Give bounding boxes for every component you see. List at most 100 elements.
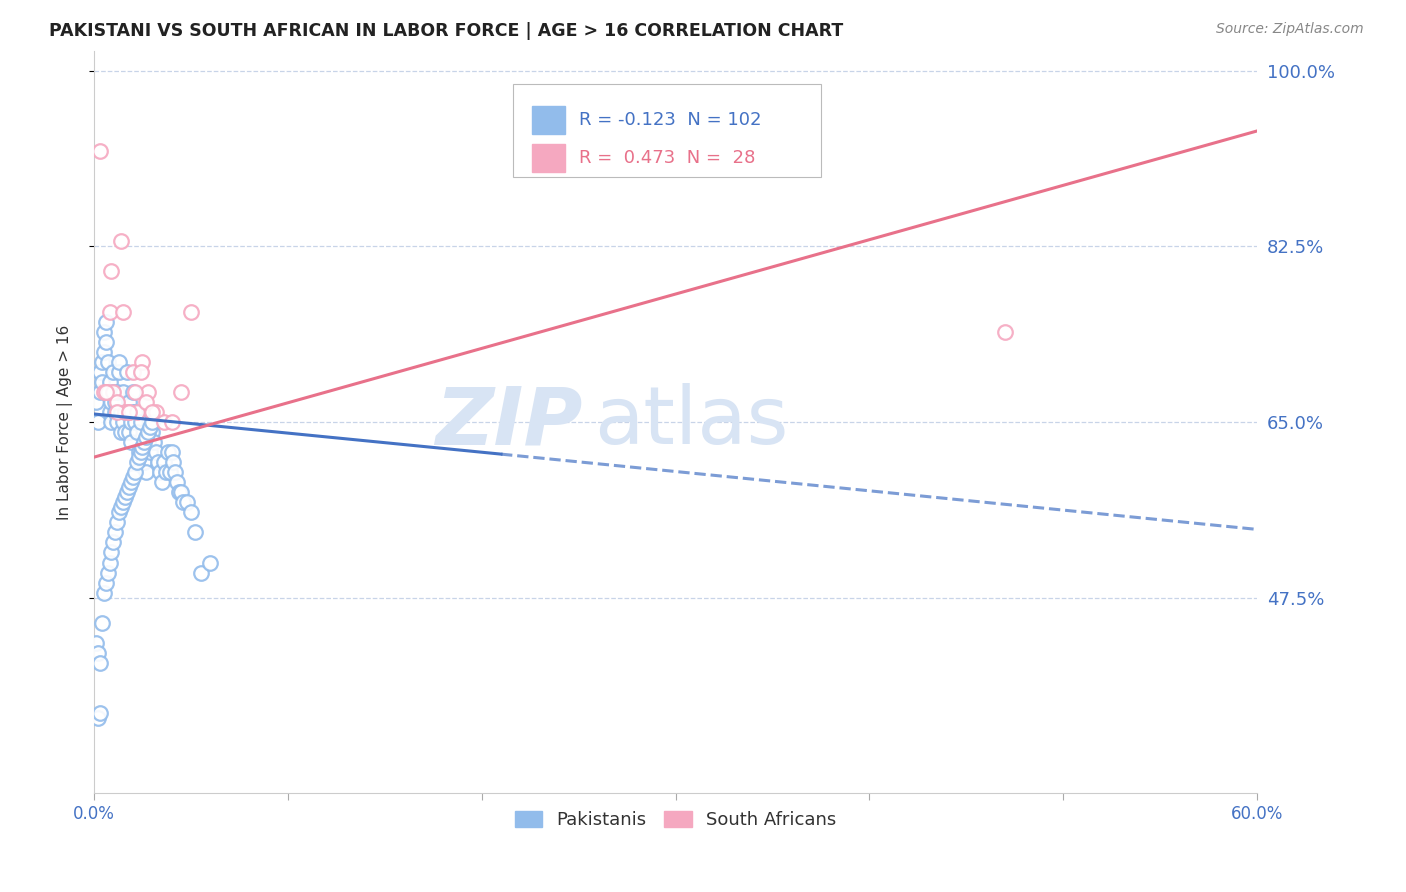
Point — [105, 415, 128, 429]
Point — [87, 711, 110, 725]
Point — [141, 405, 163, 419]
Point — [118, 480, 141, 494]
Point — [103, 365, 125, 379]
Point — [125, 405, 148, 419]
Point — [84, 636, 107, 650]
Point — [105, 395, 128, 409]
Text: R = -0.123  N = 102: R = -0.123 N = 102 — [579, 112, 762, 129]
Y-axis label: In Labor Force | Age > 16: In Labor Force | Age > 16 — [58, 325, 73, 520]
Point — [97, 566, 120, 580]
Text: R =  0.473  N =  28: R = 0.473 N = 28 — [579, 149, 755, 167]
Point — [97, 384, 120, 399]
Point — [114, 425, 136, 439]
Point — [103, 384, 125, 399]
Point — [136, 435, 159, 450]
Point — [156, 445, 179, 459]
Point — [112, 384, 135, 399]
Point — [89, 384, 111, 399]
Point — [124, 415, 146, 429]
Point — [145, 405, 167, 419]
Point — [131, 440, 153, 454]
Point — [84, 395, 107, 409]
Point — [108, 365, 131, 379]
Point — [94, 384, 117, 399]
Point — [112, 495, 135, 509]
Point — [114, 405, 136, 419]
Point — [89, 144, 111, 158]
Point — [115, 405, 138, 419]
Point — [139, 445, 162, 459]
Point — [114, 490, 136, 504]
Text: Source: ZipAtlas.com: Source: ZipAtlas.com — [1216, 22, 1364, 37]
Point — [98, 304, 121, 318]
Point — [110, 235, 132, 249]
Point — [103, 384, 125, 399]
Point — [110, 405, 132, 419]
Point — [98, 556, 121, 570]
Point — [90, 615, 112, 630]
Point — [90, 375, 112, 389]
Point — [128, 450, 150, 464]
Point — [93, 384, 115, 399]
Point — [120, 415, 142, 429]
Point — [124, 465, 146, 479]
Bar — [533, 106, 565, 135]
Point — [135, 395, 157, 409]
FancyBboxPatch shape — [513, 84, 821, 177]
Point — [94, 575, 117, 590]
Point — [103, 535, 125, 549]
Point — [190, 566, 212, 580]
Point — [150, 475, 173, 490]
Point — [118, 395, 141, 409]
Point — [129, 445, 152, 459]
Point — [112, 304, 135, 318]
Point — [125, 455, 148, 469]
Point — [98, 405, 121, 419]
Point — [110, 500, 132, 515]
Text: PAKISTANI VS SOUTH AFRICAN IN LABOR FORCE | AGE > 16 CORRELATION CHART: PAKISTANI VS SOUTH AFRICAN IN LABOR FORC… — [49, 22, 844, 40]
Point — [172, 495, 194, 509]
Point — [118, 405, 141, 419]
Point — [152, 455, 174, 469]
Point — [160, 445, 183, 459]
Point — [136, 384, 159, 399]
Point — [184, 525, 207, 540]
Point — [100, 264, 122, 278]
Point — [129, 365, 152, 379]
Point — [135, 465, 157, 479]
Point — [104, 395, 127, 409]
Point — [105, 516, 128, 530]
Point — [93, 344, 115, 359]
Point — [146, 455, 169, 469]
Point — [155, 465, 177, 479]
Point — [118, 405, 141, 419]
Point — [152, 415, 174, 429]
Point — [145, 445, 167, 459]
Point — [118, 425, 141, 439]
Point — [108, 355, 131, 369]
Point — [89, 706, 111, 720]
Point — [139, 420, 162, 434]
Point — [135, 430, 157, 444]
Point — [110, 425, 132, 439]
Point — [176, 495, 198, 509]
Point — [134, 435, 156, 450]
Point — [128, 445, 150, 459]
Point — [115, 485, 138, 500]
Point — [162, 455, 184, 469]
Point — [121, 405, 143, 419]
Point — [89, 656, 111, 670]
Point — [97, 355, 120, 369]
Point — [120, 475, 142, 490]
Point — [87, 646, 110, 660]
Point — [166, 475, 188, 490]
Legend: Pakistanis, South Africans: Pakistanis, South Africans — [508, 804, 844, 837]
Point — [169, 485, 191, 500]
Point — [121, 470, 143, 484]
Point — [120, 435, 142, 450]
Point — [105, 405, 128, 419]
Point — [90, 355, 112, 369]
Point — [149, 465, 172, 479]
Point — [136, 425, 159, 439]
Point — [200, 556, 222, 570]
